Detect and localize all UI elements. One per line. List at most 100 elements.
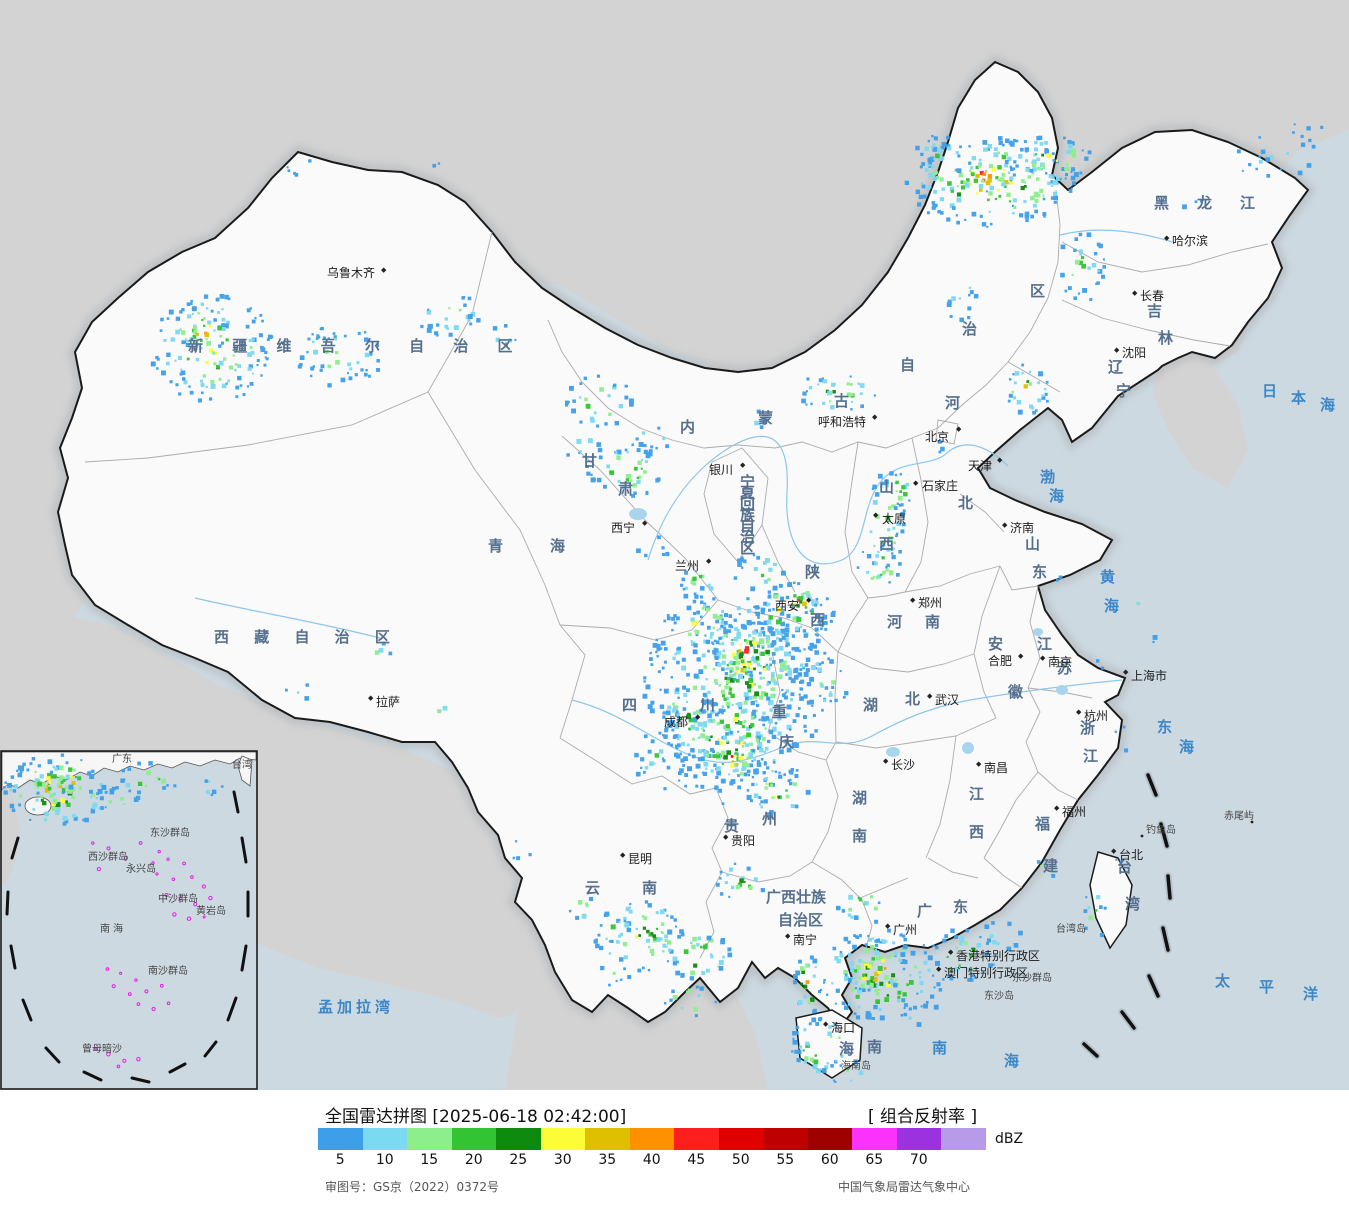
rect-shape	[585, 904, 589, 908]
rect-shape	[579, 396, 582, 399]
rect-shape	[800, 663, 804, 667]
rect-shape	[904, 180, 909, 185]
rect-shape	[1032, 167, 1037, 172]
province-label: 青	[488, 537, 503, 555]
rect-shape	[905, 482, 910, 487]
rect-shape	[1079, 171, 1083, 175]
path-shape	[761, 524, 796, 593]
rect-shape	[833, 1079, 836, 1082]
rect-shape	[1023, 384, 1028, 389]
circle-shape	[166, 857, 170, 861]
rect-shape	[733, 763, 738, 768]
rect-shape	[49, 770, 54, 774]
rect-shape	[734, 713, 738, 717]
rect-shape	[128, 789, 132, 793]
rect-shape	[239, 384, 243, 387]
rect-shape	[890, 504, 894, 508]
rect-shape	[91, 769, 95, 774]
rect-shape	[964, 183, 970, 188]
province-label: 区	[1030, 282, 1045, 300]
path-shape	[1161, 926, 1170, 952]
rect-shape	[688, 718, 693, 723]
rect-shape	[709, 938, 714, 943]
rect-shape	[1026, 380, 1030, 383]
rect-shape	[189, 390, 194, 395]
rect-shape	[746, 789, 750, 792]
rect-shape	[183, 340, 187, 344]
rect-shape	[182, 377, 186, 381]
sea-label: 本	[1291, 389, 1306, 407]
rect-shape	[674, 652, 677, 656]
rect-shape	[707, 736, 711, 739]
rect-shape	[180, 368, 183, 371]
rect-shape	[817, 667, 822, 673]
ellipse-shape	[1056, 685, 1068, 695]
rect-shape	[771, 672, 775, 676]
rect-shape	[811, 704, 814, 707]
circle-shape	[151, 861, 155, 865]
city-label: 南宁	[793, 932, 817, 947]
city-marker-icon: ◆	[976, 760, 982, 768]
rect-shape	[805, 403, 808, 406]
approval-number: 审图号：GS京（2022）0372号	[325, 1180, 499, 1194]
rect-shape	[968, 161, 972, 165]
rect-shape	[951, 296, 956, 301]
rect-shape	[675, 616, 680, 621]
inset-label: 中沙群岛	[158, 892, 198, 905]
rect-shape	[809, 733, 815, 738]
rect-shape	[721, 763, 724, 766]
rect-shape	[39, 795, 43, 798]
rect-shape	[712, 626, 715, 629]
rect-shape	[730, 763, 735, 768]
rect-shape	[1007, 182, 1010, 185]
city-marker-icon: ◆	[873, 511, 879, 519]
rect-shape	[989, 934, 994, 938]
path-shape	[959, 493, 1005, 533]
rect-shape	[917, 202, 922, 207]
rect-shape	[904, 1003, 908, 1007]
rect-shape	[728, 895, 731, 898]
rect-shape	[175, 316, 180, 321]
rect-shape	[761, 736, 766, 741]
rect-shape	[649, 657, 653, 661]
rect-shape	[696, 657, 701, 662]
rect-shape	[631, 443, 635, 447]
circle-shape	[157, 849, 161, 854]
rect-shape	[791, 1050, 794, 1053]
colorbar-cell	[896, 1128, 941, 1150]
rect-shape	[755, 709, 758, 713]
rect-shape	[659, 688, 662, 691]
colorbar-tick: 50	[731, 1152, 750, 1168]
rect-shape	[766, 619, 772, 625]
rect-shape	[768, 567, 773, 572]
rect-shape	[747, 666, 751, 670]
province-label: 湖	[852, 789, 867, 807]
rect-shape	[662, 943, 667, 948]
city-label: 郑州	[918, 595, 942, 610]
rect-shape	[777, 795, 780, 799]
rect-shape	[765, 664, 769, 668]
city-label: 福州	[1062, 804, 1086, 819]
rect-shape	[935, 153, 940, 159]
rect-shape	[690, 641, 696, 646]
rect-shape	[179, 372, 183, 376]
rect-shape	[743, 735, 748, 740]
rect-shape	[872, 484, 877, 490]
rect-shape	[673, 621, 677, 625]
rect-shape	[793, 675, 799, 680]
rect-shape	[682, 587, 686, 591]
rect-shape	[694, 570, 697, 573]
rect-shape	[787, 779, 791, 782]
rect-shape	[821, 661, 824, 664]
rect-shape	[894, 473, 898, 477]
rect-shape	[811, 1017, 817, 1023]
circle-shape	[127, 992, 132, 997]
city-label: 哈尔滨	[1172, 233, 1208, 248]
rect-shape	[794, 646, 800, 652]
path-shape	[927, 857, 979, 879]
rect-shape	[831, 382, 836, 387]
rect-shape	[893, 983, 898, 988]
rect-shape	[4, 781, 7, 784]
rect-shape	[598, 455, 603, 460]
rect-shape	[745, 681, 749, 685]
